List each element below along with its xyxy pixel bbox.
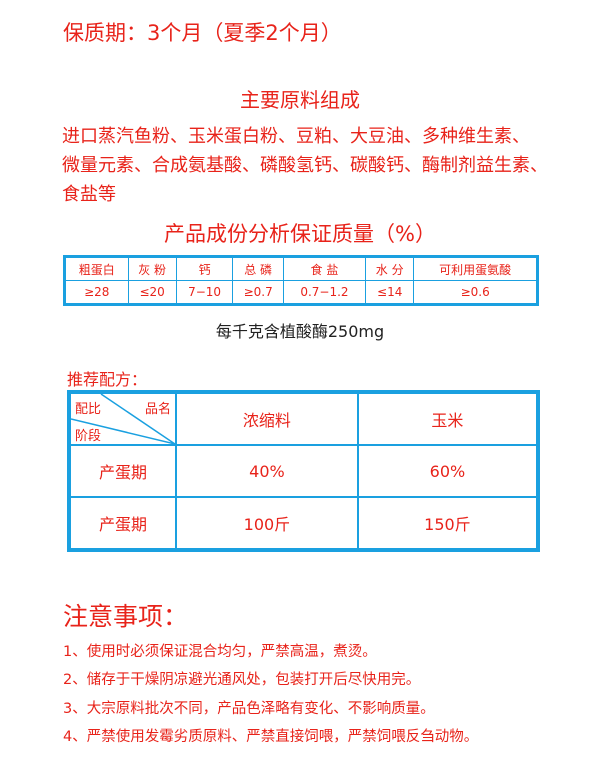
note-item: 3、大宗原料批次不同，产品色泽略有变化、不影响质量。 [63,701,435,717]
recipe-table: 配比 品名 阶段 浓缩料 玉米 产蛋期 40% 60% 产蛋期 100斤 150… [67,390,540,552]
analysis-value: ≥28 [64,280,129,305]
analysis-header-row: 粗蛋白 灰 粉 钙 总 磷 食 盐 水 分 可利用蛋氨酸 [64,256,538,281]
diagonal-lines [71,394,175,444]
analysis-value: ≤14 [365,280,415,305]
recipe-value: 100斤 [175,496,359,551]
phytase-note: 每千克含植酸酶250mg [215,322,385,341]
note-item: 4、严禁使用发霉劣质原料、严禁直接饲喂，严禁饲喂反刍动物。 [63,729,479,745]
recipe-corner-cell: 配比 品名 阶段 [68,391,177,446]
analysis-table: 粗蛋白 灰 粉 钙 总 磷 食 盐 水 分 可利用蛋氨酸 ≥28 ≤20 7−1… [63,255,539,306]
corner-label-ratio: 配比 [75,402,102,417]
recipe-header-row: 配比 品名 阶段 浓缩料 玉米 [68,391,540,446]
shelf-life: 保质期：3个月（夏季2个月） [63,21,342,45]
materials-line: 食盐等 [62,184,116,205]
analysis-title: 产品成份分析保证质量（%） [164,222,436,246]
corner-label-stage: 阶段 [75,429,102,444]
materials-line: 微量元素、合成氨基酸、磷酸氢钙、碳酸钙、酶制剂益生素、 [62,155,548,176]
analysis-header: 可利用蛋氨酸 [413,256,538,281]
materials-title: 主要原料组成 [240,88,360,112]
recipe-value: 150斤 [356,496,540,551]
recipe-column-header: 玉米 [356,391,540,446]
analysis-value-row: ≥28 ≤20 7−10 ≥0.7 0.7−1.2 ≤14 ≥0.6 [64,280,538,305]
notes-title: 注意事项： [63,602,189,631]
corner-label-product: 品名 [144,402,171,417]
analysis-header: 粗蛋白 [64,256,129,281]
recipe-stage: 产蛋期 [68,444,177,498]
analysis-header: 总 磷 [232,256,284,281]
recipe-stage: 产蛋期 [68,496,177,551]
analysis-value: ≥0.7 [232,280,284,305]
analysis-header: 水 分 [365,256,415,281]
analysis-header: 食 盐 [282,256,367,281]
recipe-row: 产蛋期 100斤 150斤 [68,496,540,551]
note-item: 1、使用时必须保证混合均匀，严禁高温，煮烫。 [63,644,377,660]
recipe-value: 40% [175,444,359,498]
note-item: 2、储存于干燥阴凉避光通风处，包装打开后尽快用完。 [63,672,421,688]
analysis-value: 0.7−1.2 [282,280,367,305]
analysis-value: ≥0.6 [413,280,538,305]
analysis-header: 灰 粉 [127,256,177,281]
recipe-value: 60% [356,444,540,498]
recipe-row: 产蛋期 40% 60% [68,444,540,498]
analysis-value: 7−10 [175,280,234,305]
analysis-header: 钙 [175,256,234,281]
analysis-value: ≤20 [127,280,177,305]
materials-line: 进口蒸汽鱼粉、玉米蛋白粉、豆粕、大豆油、多种维生素、 [62,126,530,147]
recipe-title: 推荐配方： [67,370,148,389]
recipe-column-header: 浓缩料 [175,391,359,446]
